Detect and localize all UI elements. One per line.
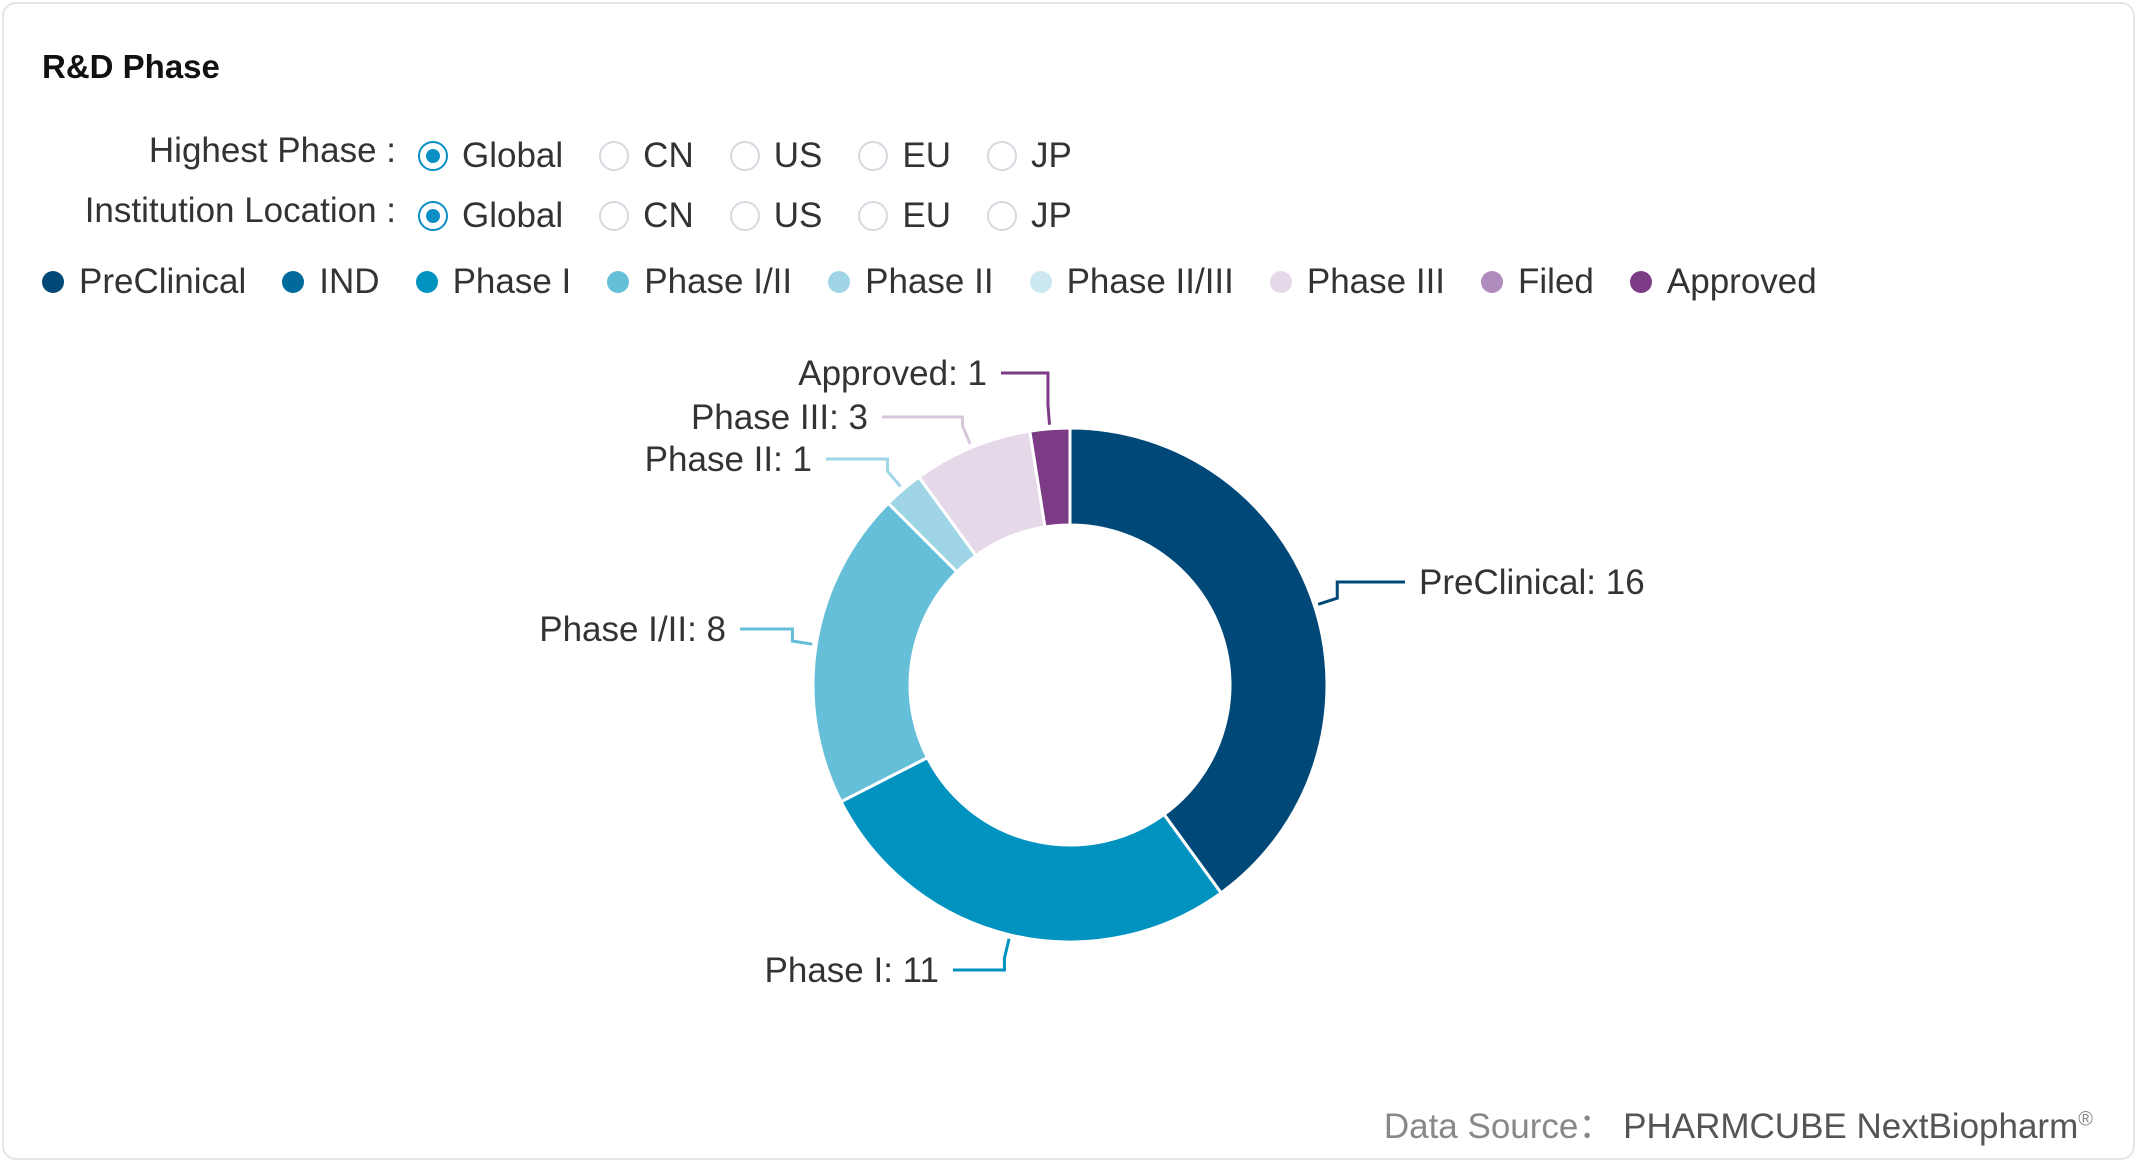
institution-location-option-global[interactable]: Global	[418, 196, 563, 236]
leader-line	[953, 938, 1011, 972]
radio-icon	[729, 141, 760, 171]
highest-phase-option-jp[interactable]: JP	[986, 136, 1072, 176]
radio-icon	[858, 201, 889, 231]
legend-item-filed[interactable]: Filed	[1481, 262, 1594, 302]
radio-icon	[599, 201, 630, 231]
legend-item-approved[interactable]: Approved	[1629, 262, 1817, 302]
radio-icon	[986, 201, 1017, 231]
legend-dot-icon	[282, 271, 305, 293]
leader-line	[882, 415, 972, 445]
radio-icon	[418, 141, 448, 171]
slice-label: Phase I/II: 8	[539, 610, 726, 649]
highest-phase-label: Highest Phase :	[148, 131, 396, 170]
legend-item-ind[interactable]: IND	[282, 262, 380, 302]
slice-label: PreClinical: 16	[1419, 563, 1645, 602]
legend-dot-icon	[828, 271, 851, 293]
donut-slice-phase-i-ii[interactable]	[811, 501, 959, 804]
institution-location-option-jp[interactable]: JP	[986, 196, 1072, 236]
leader-line	[1317, 580, 1405, 606]
legend-dot-icon	[42, 271, 64, 293]
donut-slice-phase-i[interactable]	[838, 755, 1224, 944]
leader-line	[826, 457, 902, 488]
slice-label: Approved: 1	[798, 354, 987, 393]
legend-item-preclinical[interactable]: PreClinical	[42, 262, 246, 302]
chart-title: R&D Phase	[42, 48, 220, 85]
highest-phase-option-global[interactable]: Global	[418, 136, 563, 176]
radio-icon	[986, 141, 1017, 171]
legend-dot-icon	[607, 271, 630, 293]
legend-dot-icon	[1029, 271, 1052, 293]
slice-label: Phase II: 1	[645, 440, 812, 479]
institution-location-filter: Institution Location : Global CN US EU J…	[4, 191, 1072, 241]
highest-phase-option-eu[interactable]: EU	[858, 136, 951, 176]
legend-dot-icon	[1269, 271, 1292, 293]
donut-slice-preclinical[interactable]	[1068, 426, 1329, 896]
radio-icon	[729, 201, 760, 231]
legend-item-phase-i-ii[interactable]: Phase I/II	[607, 262, 792, 302]
legend-item-phase-i[interactable]: Phase I	[415, 262, 571, 302]
legend-dot-icon	[415, 271, 438, 293]
legend-dot-icon	[1481, 271, 1504, 293]
leader-line	[740, 627, 813, 646]
highest-phase-option-us[interactable]: US	[729, 136, 822, 176]
radio-icon	[858, 141, 889, 171]
legend-item-phase-ii-iii[interactable]: Phase II/III	[1029, 262, 1234, 302]
legend-dot-icon	[1629, 271, 1652, 293]
institution-location-label: Institution Location :	[84, 191, 396, 230]
institution-location-option-eu[interactable]: EU	[858, 196, 951, 236]
legend-item-phase-ii[interactable]: Phase II	[828, 262, 994, 302]
legend-item-phase-iii[interactable]: Phase III	[1269, 262, 1445, 302]
leader-line	[1001, 371, 1052, 425]
data-source: Data Source： PHARMCUBE NextBiopharm®	[1383, 1107, 2093, 1146]
highest-phase-filter: Highest Phase : Global CN US EU JP	[4, 131, 1072, 181]
donut-chart: PreClinical: 16 Phase I: 11 Phase I/II: 8 P…	[539, 354, 1645, 990]
chart-legend: PreClinical IND Phase I Phase I/II Phase II P…	[42, 262, 1853, 302]
slice-label: Phase III: 3	[691, 398, 868, 437]
institution-location-option-us[interactable]: US	[729, 196, 822, 236]
donut-slice-approved[interactable]	[1028, 426, 1072, 529]
radio-icon	[599, 141, 630, 171]
radio-icon	[418, 201, 448, 231]
institution-location-option-cn[interactable]: CN	[599, 196, 694, 236]
slice-label: Phase I: 11	[765, 951, 939, 990]
highest-phase-option-cn[interactable]: CN	[599, 136, 694, 176]
